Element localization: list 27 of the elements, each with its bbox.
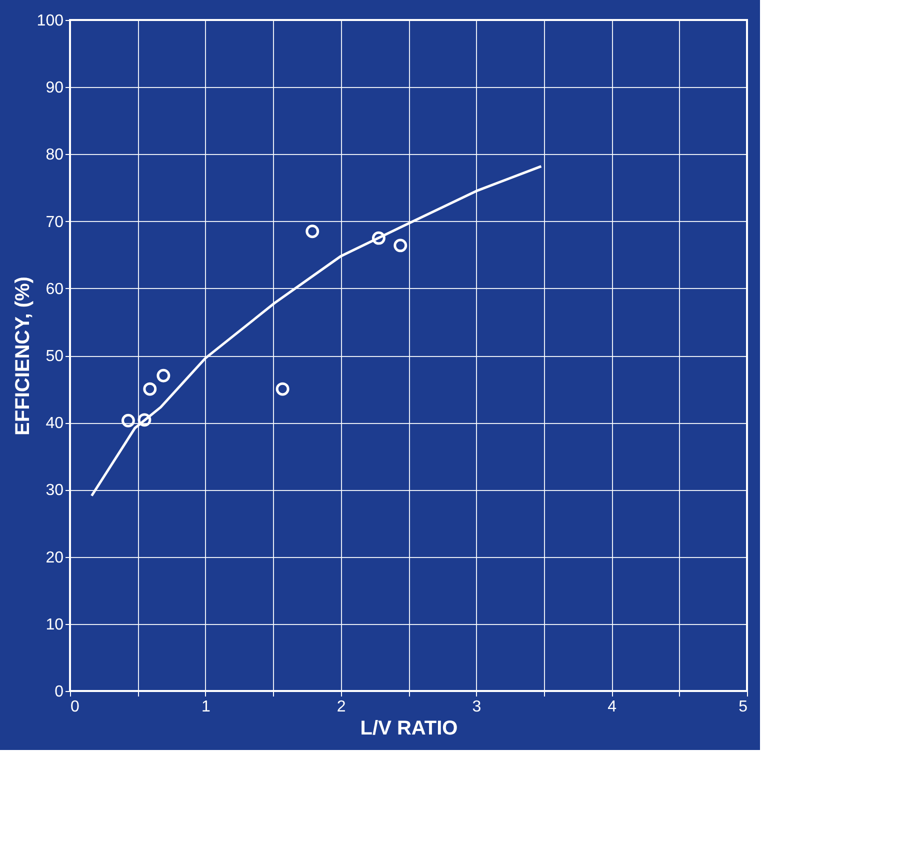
point [143,382,157,396]
y-tick-label: 70 [46,214,64,231]
y-tick-label: 30 [46,482,64,500]
x-tick-label: 2 [336,698,346,716]
y-tick-label: 80 [46,146,64,164]
x-tick-label: 4 [608,698,617,716]
point [372,231,386,245]
point [394,238,408,252]
point [276,382,290,396]
y-tick-label: 50 [46,348,64,365]
x-tick-label: 1 [201,698,210,716]
y-tick-label: 0 [54,684,64,700]
y-tick-label: 90 [46,80,64,97]
y-tick-label: 40 [46,415,64,432]
x-tick-label: 0 [70,698,80,716]
x-tick-label: 3 [472,698,482,716]
y-tick-label: 10 [46,616,64,634]
x-axis-title: L/V RATIO [360,718,458,740]
point [138,413,152,427]
y-tick-label: 100 [36,12,64,30]
point [121,414,135,428]
y-axis-title: EFFICIENCY, (%) [12,276,34,436]
x-tick-label: 5 [738,698,748,716]
y-tick-label: 60 [46,280,64,298]
point [156,368,170,382]
y-tick-label: 20 [46,549,64,566]
point [306,224,320,238]
